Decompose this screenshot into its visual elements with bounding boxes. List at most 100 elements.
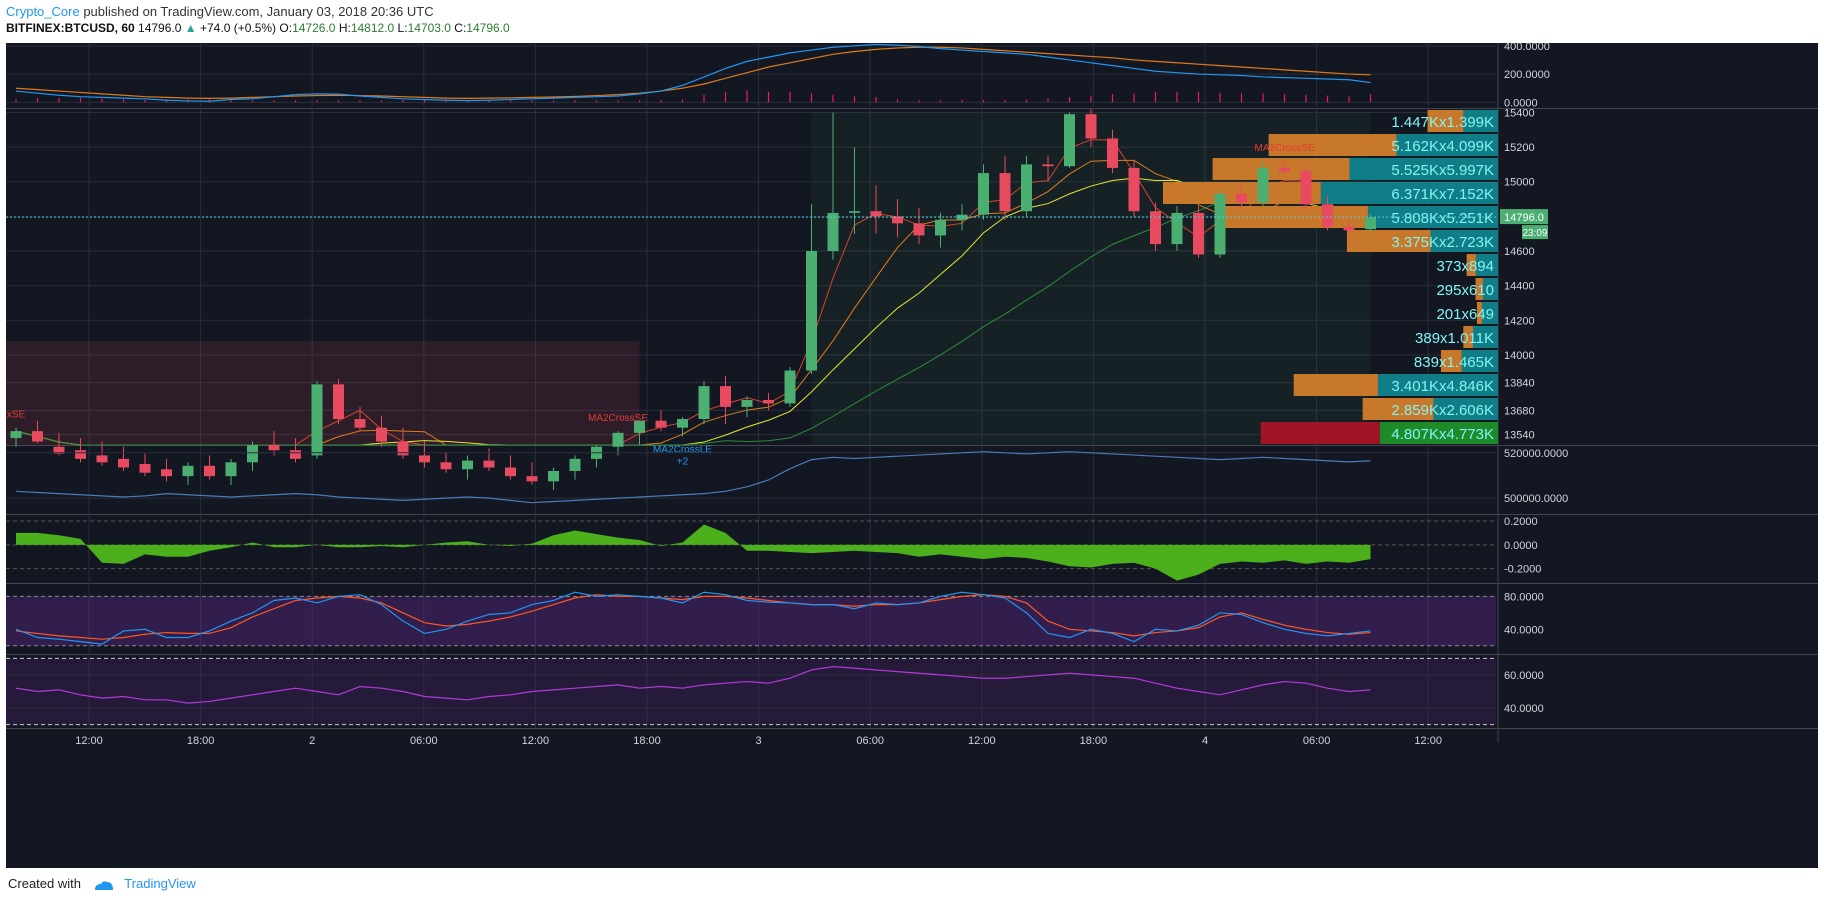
oscillator-axis-label: 0.0000	[1504, 540, 1538, 552]
price-axis-label: 14600	[1504, 246, 1535, 258]
volume-profile-label: 5.162Kx4.099K	[1391, 138, 1494, 155]
candle-body	[827, 212, 839, 252]
volume-profile-up-bar	[1367, 206, 1498, 228]
top-panel-orange-line	[15, 46, 1371, 99]
candle-body	[892, 216, 903, 224]
candle-body	[397, 441, 409, 456]
candle-body	[440, 462, 452, 470]
candle-body	[763, 399, 774, 404]
volume-profile-up-bar	[1463, 110, 1498, 132]
top-panel-axis-label: 400.0000	[1504, 43, 1550, 53]
symbol-label: BITFINEX:BTCUSD, 60	[6, 21, 135, 35]
tradingview-brand[interactable]: TradingView	[124, 876, 196, 891]
candle-body	[634, 420, 645, 433]
volume-profile-down-bar	[1475, 278, 1483, 300]
candle-body	[1171, 212, 1183, 245]
candle-body	[1236, 193, 1247, 203]
signal-label: +2	[677, 456, 689, 467]
candle-body	[290, 450, 301, 459]
last-price: 14796.0	[138, 21, 182, 35]
time-axis-label: 12:00	[522, 735, 550, 747]
candle-body	[1365, 217, 1376, 230]
candle-body	[677, 419, 688, 428]
time-axis-label: 12:00	[1414, 735, 1442, 747]
stoch-axis-label: 40.0000	[1504, 624, 1544, 636]
close-label: C:	[454, 21, 467, 35]
price-axis-label: 13540	[1504, 430, 1535, 442]
volume-profile-down-bar	[1268, 134, 1397, 156]
candle-body	[161, 469, 172, 477]
candle-body	[53, 446, 65, 454]
volume-profile-up-bar	[1482, 278, 1498, 300]
rsi-band	[6, 658, 1496, 725]
top-panel-blue-line	[15, 43, 1371, 102]
candle-body	[655, 420, 667, 428]
rsi-axis-label: 40.0000	[1504, 703, 1544, 715]
candle-body	[1042, 164, 1054, 167]
volume-profile-down-bar	[1440, 350, 1462, 372]
candle-body	[1085, 114, 1097, 139]
candle-body	[311, 384, 323, 456]
candle-body	[182, 465, 194, 477]
price-axis-label: 15400	[1504, 107, 1535, 119]
close-value: 14796.0	[466, 21, 510, 35]
price-chart[interactable]: 12:00 18:00 2 06:00 12:00 18:00 3 06:00 12:00 18:…	[6, 43, 1818, 868]
top-panel-axis-label: 0.0000	[1504, 97, 1538, 109]
tradingview-cloud-icon	[94, 880, 113, 890]
candle-body	[10, 431, 22, 439]
countdown-marker	[1522, 225, 1548, 240]
rsi-line	[15, 666, 1371, 704]
candle-body	[419, 455, 430, 463]
volume-profile-down-bar	[1293, 374, 1378, 396]
candle-body	[1021, 164, 1032, 212]
volume-profile-label: 389x1.011K	[1415, 330, 1494, 347]
candle-body	[741, 399, 753, 407]
time-axis-label: 12:00	[968, 735, 996, 747]
candle-body	[1150, 211, 1161, 245]
time-axis-label: 18:00	[187, 735, 215, 747]
volume-profile-label: 6.371Kx7.152K	[1391, 186, 1494, 203]
candle-body	[1128, 167, 1140, 212]
time-axis-label: 06:00	[410, 735, 438, 747]
countdown-label: 23:09	[1522, 228, 1547, 239]
candle-body	[32, 431, 43, 442]
candle-body	[999, 173, 1011, 212]
time-axis-label: 12:00	[75, 735, 103, 747]
price-axis-label: 15000	[1504, 177, 1535, 189]
candle-body	[870, 211, 882, 217]
candle-body	[483, 460, 495, 468]
candle-body	[462, 460, 473, 470]
volume-profile-label: 839x1.465K	[1414, 354, 1494, 371]
published-text: published on TradingView.com, January 03…	[83, 4, 434, 19]
last-price-label: 14796.0	[1504, 212, 1544, 224]
volume-profile-up-bar	[1481, 302, 1498, 324]
candle-body	[1214, 193, 1226, 255]
created-with-text: Created with	[8, 876, 81, 891]
candle-body	[354, 419, 366, 428]
volume-profile-label: 2.859Kx2.606K	[1391, 402, 1494, 419]
stoch-band	[6, 596, 1496, 646]
volume-profile-up-bar	[1396, 134, 1498, 156]
candle-body	[1343, 226, 1355, 231]
volume-profile-down-bar	[1427, 110, 1464, 132]
up-arrow-icon: ▲	[184, 21, 197, 35]
author-link[interactable]: Crypto_Core	[6, 4, 80, 19]
candle-body	[698, 386, 710, 420]
candle-body	[333, 384, 344, 420]
high-value: 14812.0	[350, 21, 395, 35]
candle-body	[1300, 171, 1312, 205]
low-label: L:	[397, 21, 408, 35]
price-axis-label: 14400	[1504, 281, 1535, 293]
candle-body	[268, 445, 280, 451]
time-axis-label: 4	[1202, 735, 1208, 747]
candle-body	[376, 427, 387, 442]
volume-profile-down-bar	[1346, 230, 1431, 252]
signal-label: MA2CrossLE	[653, 444, 712, 455]
candle-body	[247, 445, 258, 463]
footer: Created with TradingView	[8, 876, 196, 891]
last-price-marker	[1500, 209, 1548, 225]
candle-body	[118, 458, 129, 468]
signal-label: xSE	[7, 410, 26, 421]
time-axis-label: 06:00	[856, 735, 884, 747]
open-value: 14726.0	[292, 21, 336, 35]
